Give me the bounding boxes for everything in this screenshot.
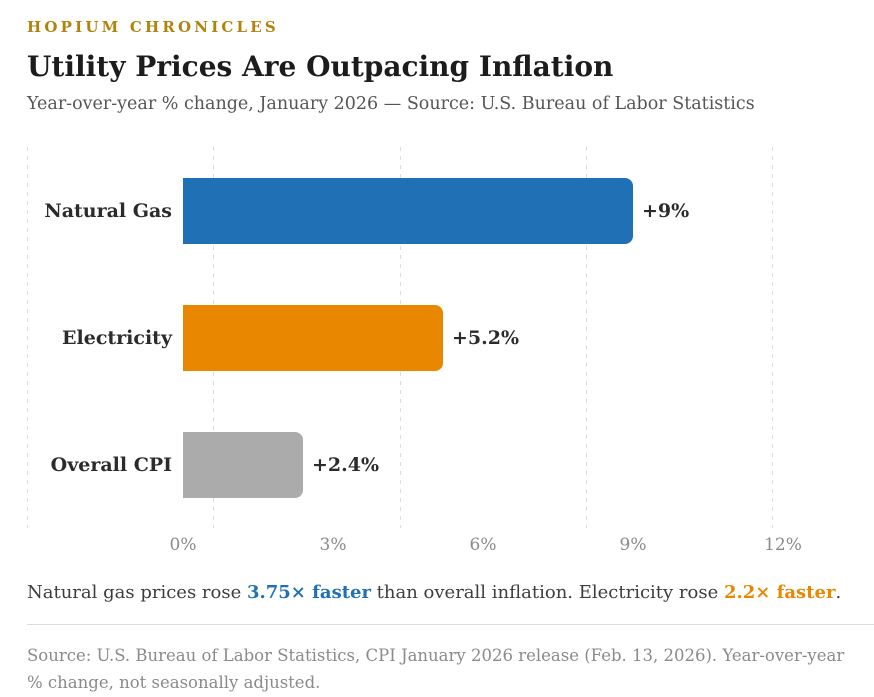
bar xyxy=(183,431,303,498)
bar xyxy=(183,177,633,244)
bar xyxy=(183,304,443,371)
bar-track: +9% xyxy=(183,177,843,244)
source-note: Source: U.S. Bureau of Labor Statistics,… xyxy=(27,646,845,692)
chart-rows: Natural Gas +9% Electricity +5.2% Overall CP… xyxy=(27,147,847,528)
x-tick-label: 6% xyxy=(469,535,497,555)
x-tick-label: 9% xyxy=(619,535,647,555)
gridline xyxy=(27,147,28,528)
kicker: HOPIUM CHRONICLES xyxy=(27,18,279,36)
x-tick-label: 12% xyxy=(764,535,802,555)
x-tick-label: 0% xyxy=(169,535,197,555)
bar-track: +2.4% xyxy=(183,431,843,498)
highlight-natural-gas: 3.75× faster xyxy=(246,582,371,603)
value-label: +5.2% xyxy=(452,326,520,349)
category-label: Natural Gas xyxy=(44,199,172,222)
highlight-electricity: 2.2× faster xyxy=(723,582,836,603)
summary-part3: . xyxy=(835,582,842,603)
chart-row: Electricity +5.2% xyxy=(27,274,847,401)
summary-part1: Natural gas prices rose xyxy=(27,582,247,603)
chart-row: Natural Gas +9% xyxy=(27,147,847,274)
divider xyxy=(27,624,874,625)
x-tick-label: 3% xyxy=(319,535,347,555)
chart-row: Overall CPI +2.4% xyxy=(27,401,847,528)
gridline xyxy=(586,147,588,528)
gridline xyxy=(772,147,774,528)
summary-part2: than overall inflation. Electricity rose xyxy=(370,582,724,603)
subtitle: Year-over-year % change, January 2026 — … xyxy=(27,94,755,114)
summary-text: Natural gas prices rose 3.75× faster tha… xyxy=(27,579,847,606)
category-label: Electricity xyxy=(62,326,172,349)
page-title: Utility Prices Are Outpacing Inflation xyxy=(27,50,614,83)
plot-area: Natural Gas +9% Electricity +5.2% Overall CP… xyxy=(27,147,847,528)
value-label: +9% xyxy=(642,199,690,222)
bar-chart: Natural Gas +9% Electricity +5.2% Overall CP… xyxy=(27,147,847,558)
bar-track: +5.2% xyxy=(183,304,843,371)
x-axis: 0% 3% 6% 9% 12% xyxy=(170,528,843,558)
category-label: Overall CPI xyxy=(50,453,172,476)
value-label: +2.4% xyxy=(312,453,380,476)
